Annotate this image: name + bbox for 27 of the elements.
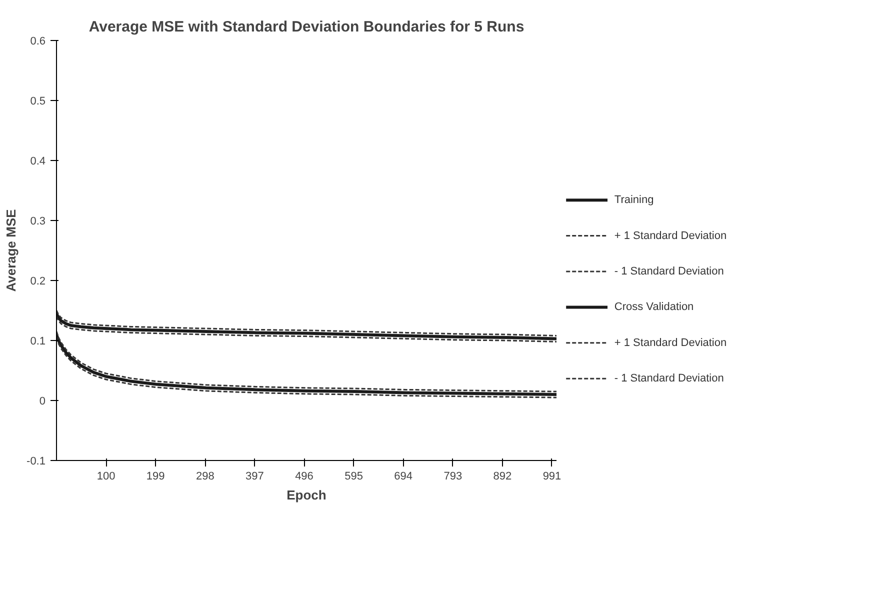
x-tick-label: 793 bbox=[444, 470, 462, 482]
legend-label: + 1 Standard Deviation bbox=[614, 336, 727, 349]
x-tick-label: 694 bbox=[394, 470, 413, 482]
y-tick-label: 0.2 bbox=[30, 276, 46, 288]
y-tick-label: 0.5 bbox=[30, 96, 46, 108]
x-tick-label: 892 bbox=[493, 470, 512, 482]
y-tick-label: 0 bbox=[39, 396, 46, 408]
x-tick-label: 991 bbox=[542, 470, 562, 482]
legend-label: - 1 Standard Deviation bbox=[614, 372, 724, 385]
x-tick-label: 496 bbox=[295, 470, 314, 482]
y-tick-label: 0.3 bbox=[30, 216, 46, 228]
x-tick-label: 298 bbox=[196, 470, 214, 482]
y-tick-label: 0.1 bbox=[30, 336, 46, 348]
chart-title: Average MSE with Standard Deviation Boundaries for 5 Runs bbox=[88, 18, 524, 36]
x-tick-label: 100 bbox=[96, 470, 116, 482]
y-tick-label: 0.4 bbox=[30, 156, 46, 168]
x-tick-label: 199 bbox=[146, 470, 165, 482]
x-axis-title: Epoch bbox=[286, 488, 326, 502]
y-tick-label: -0.1 bbox=[26, 456, 46, 468]
legend-label: - 1 Standard Deviation bbox=[614, 266, 724, 278]
y-tick-label: 0.6 bbox=[30, 36, 46, 48]
legend-label: Training bbox=[614, 194, 654, 206]
x-tick-label: 595 bbox=[344, 470, 363, 482]
x-tick-label: 397 bbox=[246, 470, 264, 482]
y-axis-title: Average MSE bbox=[4, 208, 19, 292]
legend-label: Cross Validation bbox=[614, 301, 694, 314]
legend-label: + 1 Standard Deviation bbox=[614, 230, 727, 242]
